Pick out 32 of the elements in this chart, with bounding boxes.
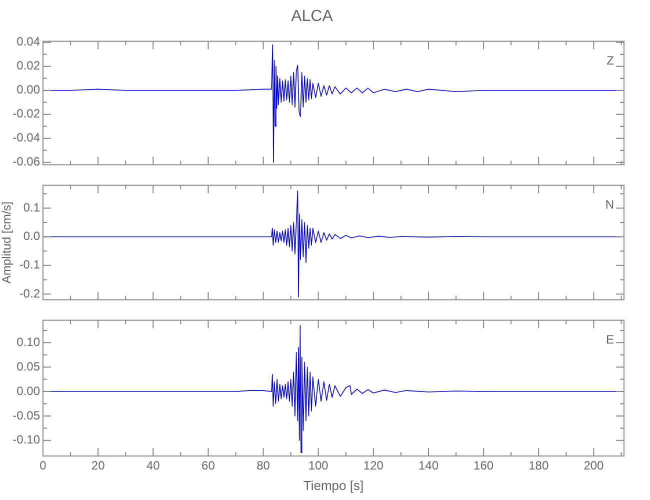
x-tick-label: 140 bbox=[418, 458, 439, 473]
y-tick-label: 0.00 bbox=[16, 82, 40, 97]
y-tick-label: 0.04 bbox=[16, 34, 40, 49]
x-tick-label: 0 bbox=[40, 458, 47, 473]
y-tick-label: 0.05 bbox=[16, 359, 40, 374]
y-tick-label: -0.06 bbox=[12, 154, 40, 169]
y-tick-label: 0.0 bbox=[23, 229, 40, 244]
x-tick-label: 60 bbox=[202, 458, 216, 473]
y-tick-label: -0.05 bbox=[12, 408, 40, 422]
x-tick-label: 200 bbox=[584, 458, 604, 473]
annotation: N bbox=[605, 198, 614, 212]
x-tick-label: 160 bbox=[474, 458, 494, 473]
y-tick-label: 0.02 bbox=[16, 58, 40, 73]
y-tick-label: 0.1 bbox=[23, 200, 40, 214]
x-axis-title: Tiempo [s] bbox=[303, 478, 364, 493]
x-tick-label: 120 bbox=[363, 458, 384, 473]
y-tick-label: -0.04 bbox=[12, 130, 40, 145]
y-tick-label: -0.1 bbox=[19, 258, 40, 272]
y-tick-label: -0.02 bbox=[12, 106, 40, 121]
x-tick-label: 100 bbox=[308, 458, 329, 473]
x-tick-label: 180 bbox=[528, 458, 549, 473]
y-tick-label: -0.2 bbox=[19, 286, 40, 300]
y-tick-label: 0.00 bbox=[16, 384, 40, 398]
y-tick-label: -0.10 bbox=[12, 432, 40, 447]
x-tick-label: 40 bbox=[146, 458, 160, 473]
y-tick-label: 0.10 bbox=[16, 334, 40, 349]
x-tick-label: 80 bbox=[256, 458, 270, 473]
chart-title: ALCA bbox=[291, 8, 334, 26]
y-axis-title: Amplitud [cm/s] bbox=[0, 201, 14, 284]
x-tick-label: 20 bbox=[91, 458, 106, 473]
annotation: Z bbox=[606, 54, 614, 68]
annotation: E bbox=[606, 332, 614, 347]
